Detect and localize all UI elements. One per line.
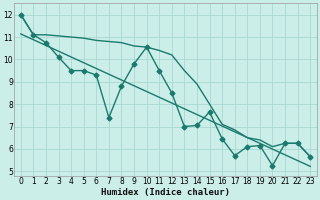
X-axis label: Humidex (Indice chaleur): Humidex (Indice chaleur)	[101, 188, 230, 197]
